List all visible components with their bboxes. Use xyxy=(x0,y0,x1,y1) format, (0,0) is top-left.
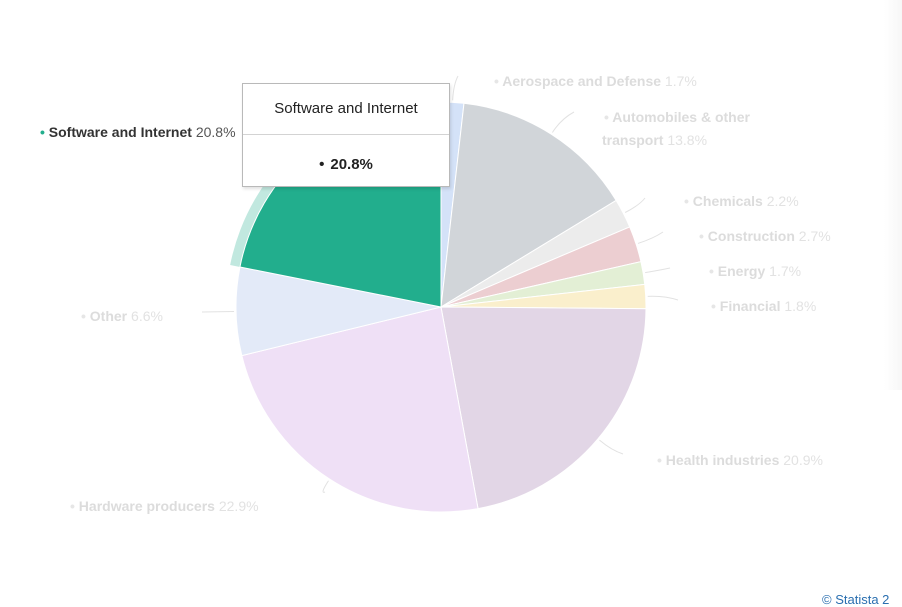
scroll-edge-shade xyxy=(884,0,902,390)
label-name: Construction xyxy=(708,228,799,244)
label-bullet: • xyxy=(699,228,708,244)
connector-other xyxy=(201,310,235,313)
connector-automobiles-and-other-transport xyxy=(551,111,575,133)
label-name: transport xyxy=(602,132,667,148)
label-bullet: • xyxy=(684,193,693,209)
label-value: 20.8% xyxy=(196,124,236,140)
connector-health-industries xyxy=(599,439,624,455)
slice-hardware-producers[interactable] xyxy=(241,306,479,513)
label-other: • Other 6.6% xyxy=(81,308,163,324)
label-software-and-internet: • Software and Internet 20.8% xyxy=(40,124,236,140)
label-aerospace-and-defense: • Aerospace and Defense 1.7% xyxy=(494,73,697,89)
connector-chemicals xyxy=(624,197,646,213)
label-value: 1.8% xyxy=(784,298,816,314)
label-name: Chemicals xyxy=(693,193,767,209)
tooltip-bullet: • xyxy=(319,156,325,173)
connector-energy xyxy=(645,267,671,274)
label-value: 2.7% xyxy=(799,228,831,244)
label-bullet: • xyxy=(40,124,49,140)
tooltip-value-row: • 20.8% xyxy=(243,135,449,187)
label-value: 1.7% xyxy=(769,263,801,279)
connector-hardware-producers xyxy=(322,480,329,493)
label-bullet: • xyxy=(81,308,90,324)
label-bullet: • xyxy=(70,498,79,514)
tooltip-value: 20.8% xyxy=(330,156,373,173)
label-name: Aerospace and Defense xyxy=(502,73,665,89)
connector-aerospace-and-defense xyxy=(452,75,459,101)
label-value: 22.9% xyxy=(219,498,259,514)
label-bullet: • xyxy=(709,263,718,279)
connector-financial xyxy=(647,295,679,301)
label-bullet: • xyxy=(657,452,666,468)
connector-construction xyxy=(637,231,664,244)
chart-tooltip: Software and Internet • 20.8% xyxy=(242,83,450,187)
label-value: 6.6% xyxy=(131,308,163,324)
label-value: 13.8% xyxy=(667,132,707,148)
label-bullet: • xyxy=(494,73,502,89)
label-value: 1.7% xyxy=(665,73,697,89)
tooltip-title: Software and Internet xyxy=(243,84,449,135)
label-name: Energy xyxy=(718,263,769,279)
label-name: Software and Internet xyxy=(49,124,196,140)
label-bullet: • xyxy=(604,109,612,125)
label-name: Financial xyxy=(720,298,785,314)
label-financial: • Financial 1.8% xyxy=(711,298,816,314)
slice-automobiles-and-other-transport[interactable] xyxy=(440,102,617,308)
label-energy: • Energy 1.7% xyxy=(709,263,801,279)
label-value: 2.2% xyxy=(767,193,799,209)
label-construction: • Construction 2.7% xyxy=(699,228,831,244)
label-hardware-producers: • Hardware producers 22.9% xyxy=(70,498,259,514)
label-automobiles-and-other-transport: • Automobiles & other transport 13.8% xyxy=(602,109,751,148)
statista-credit-link[interactable]: © Statista 2 xyxy=(822,592,890,607)
label-name: Hardware producers xyxy=(79,498,219,514)
label-name: Automobiles & other xyxy=(612,109,750,125)
slice-health-industries[interactable] xyxy=(440,306,647,510)
label-name: Other xyxy=(90,308,131,324)
label-value: 20.9% xyxy=(783,452,823,468)
label-name: Health industries xyxy=(666,452,783,468)
label-health-industries: • Health industries 20.9% xyxy=(657,452,823,468)
label-chemicals: • Chemicals 2.2% xyxy=(684,193,799,209)
label-bullet: • xyxy=(711,298,720,314)
